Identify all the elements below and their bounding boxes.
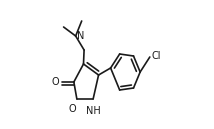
Text: NH: NH <box>86 106 101 116</box>
Text: O: O <box>52 77 59 87</box>
Text: N: N <box>77 31 85 41</box>
Text: Cl: Cl <box>151 51 161 61</box>
Text: O: O <box>68 104 76 114</box>
